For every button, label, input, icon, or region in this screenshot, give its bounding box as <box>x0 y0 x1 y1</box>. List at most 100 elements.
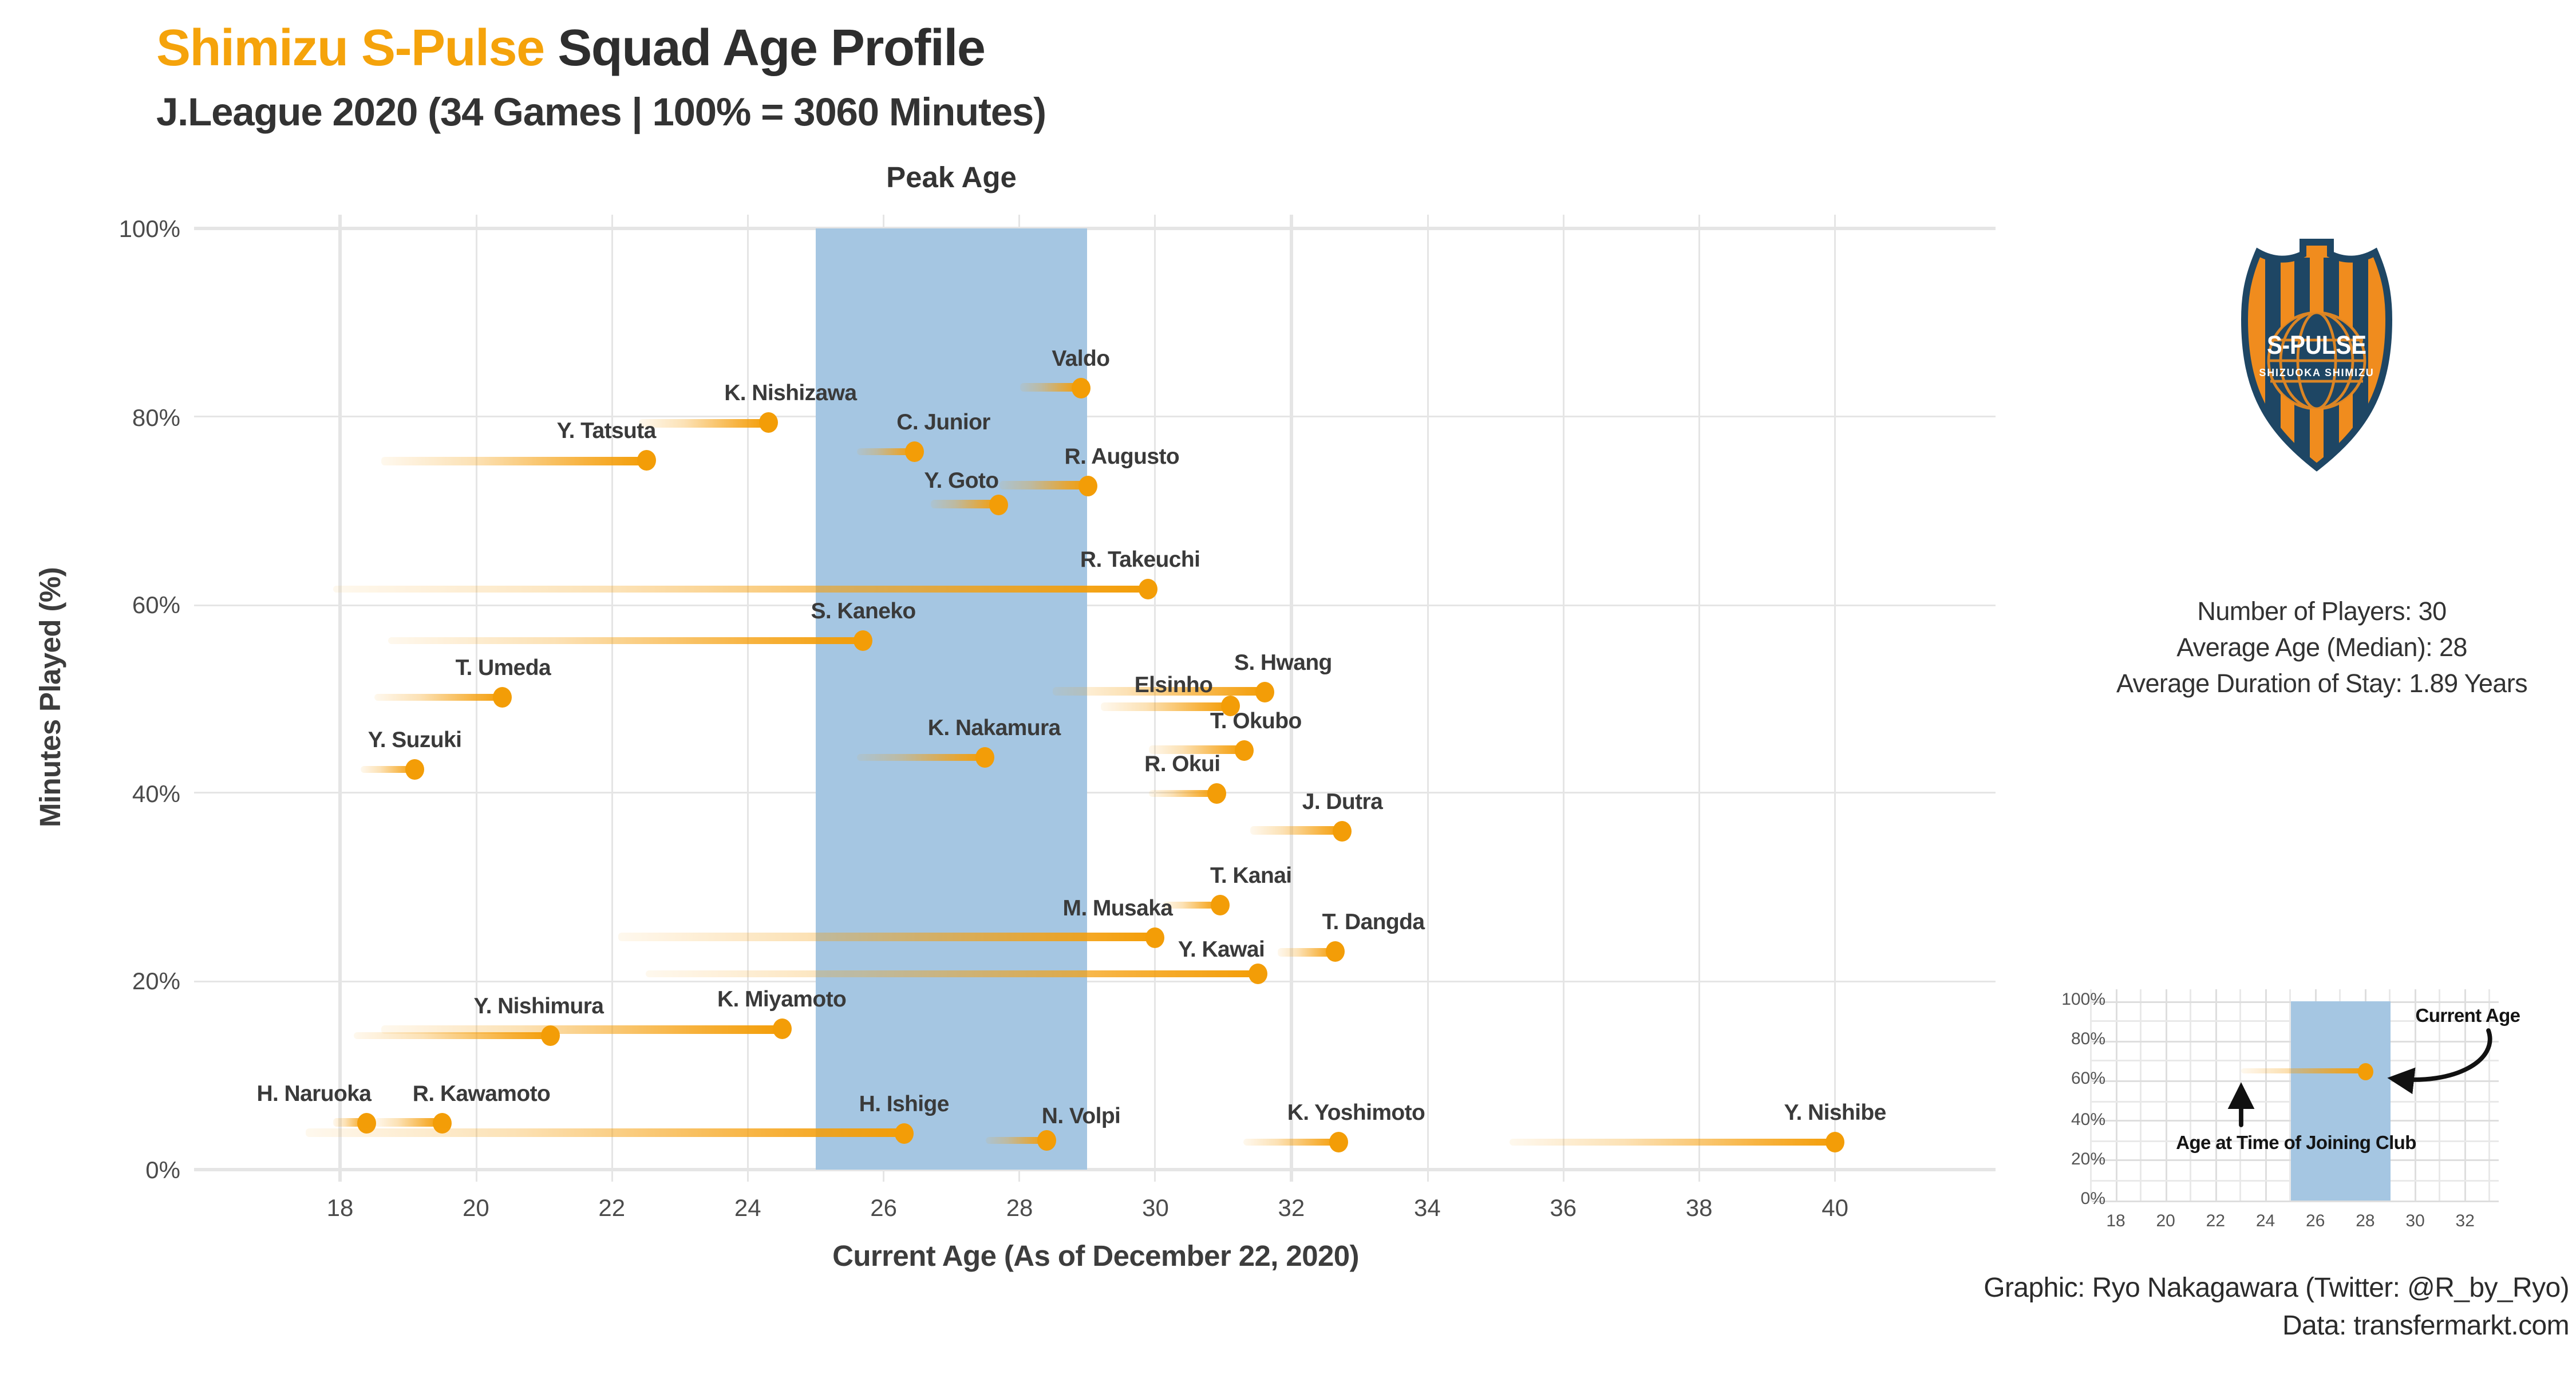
page-title: Shimizu S-Pulse Squad Age Profile <box>156 21 986 79</box>
player-dot <box>493 686 513 708</box>
legend-y-tick-label: 40% <box>2071 1110 2105 1130</box>
x-axis-tick-label: 38 <box>1685 1194 1713 1221</box>
y-gridline <box>194 227 1996 230</box>
credit-graphic-author: Graphic: Ryo Nakagawara (Twitter: @R_by_… <box>1984 1274 2569 1304</box>
player-label: Y. Kawai <box>1178 936 1265 962</box>
player-dot <box>1826 1132 1845 1153</box>
x-axis-tick-label: 40 <box>1822 1194 1848 1221</box>
player-tail <box>381 1025 782 1033</box>
player-dot <box>1234 739 1254 760</box>
player-label: H. Ishige <box>859 1089 950 1116</box>
legend-example-dot <box>2357 1062 2373 1080</box>
credits: Graphic: Ryo Nakagawara (Twitter: @R_by_… <box>1984 1271 2569 1345</box>
crest-city-name: SHIZUOKA SHIMIZU <box>2259 367 2374 378</box>
player-tail <box>374 1118 442 1127</box>
player-label: K. Yoshimoto <box>1287 1099 1425 1126</box>
player-dot <box>1139 578 1159 599</box>
legend-x-tick-label: 30 <box>2405 1213 2425 1231</box>
player-tail <box>646 970 1258 978</box>
player-label: R. Takeuchi <box>1080 546 1200 572</box>
x-gridline <box>339 215 341 1182</box>
x-axis-tick-label: 20 <box>463 1194 489 1221</box>
legend-x-gridline <box>2089 989 2092 1201</box>
player-label: N. Volpi <box>1041 1103 1121 1128</box>
legend-x-tick-label: 22 <box>2206 1213 2226 1231</box>
stat-average-duration: Average Duration of Stay: 1.89 Years <box>2116 670 2528 699</box>
player-tail <box>306 1128 904 1137</box>
player-label: T. Okubo <box>1210 706 1302 733</box>
player-tail <box>1148 745 1244 754</box>
player-label: Y. Nishimura <box>473 993 605 1019</box>
player-dot <box>1207 783 1226 804</box>
legend-x-gridline <box>2464 989 2466 1201</box>
squad-stats: Number of Players: 30 Average Age (Media… <box>2116 594 2528 702</box>
player-dot <box>976 747 995 768</box>
legend-x-tick-label: 26 <box>2306 1213 2325 1231</box>
player-tail <box>360 765 415 774</box>
legend-x-gridline <box>2164 989 2167 1201</box>
legend-x-tick-label: 18 <box>2106 1213 2125 1231</box>
player-dot <box>1071 377 1091 398</box>
player-label: R. Kawamoto <box>412 1079 551 1105</box>
x-axis-tick-label: 26 <box>870 1194 898 1221</box>
credit-data-source: Data: transfermarkt.com <box>2282 1311 2570 1341</box>
player-tail <box>1243 1138 1339 1147</box>
page-subtitle: J.League 2020 (34 Games | 100% = 3060 Mi… <box>156 89 1046 134</box>
legend-x-gridline <box>2140 989 2142 1201</box>
player-label: K. Miyamoto <box>717 986 847 1013</box>
x-axis-tick-label: 18 <box>326 1194 354 1221</box>
player-tail <box>1148 789 1217 797</box>
legend-x-gridline <box>2115 989 2117 1201</box>
legend-x-gridline <box>2414 989 2416 1201</box>
x-gridline <box>1698 215 1700 1182</box>
player-dot <box>636 451 655 472</box>
x-gridline <box>1426 215 1429 1182</box>
legend-x-tick-label: 24 <box>2255 1213 2275 1231</box>
player-label: Valdo <box>1052 344 1110 370</box>
x-axis-tick-label: 24 <box>734 1194 761 1221</box>
player-label: T. Dangda <box>1322 909 1425 935</box>
player-tail <box>381 457 646 465</box>
legend-x-gridline <box>2489 989 2491 1201</box>
legend-y-tick-label: 20% <box>2071 1150 2105 1170</box>
player-label: K. Nishizawa <box>724 380 857 406</box>
x-axis-title: Current Age (As of December 22, 2020) <box>832 1240 1359 1273</box>
player-tail <box>374 693 503 701</box>
x-axis-tick-label: 34 <box>1413 1194 1441 1221</box>
player-tail <box>985 1136 1047 1144</box>
player-label: Y. Goto <box>924 466 999 492</box>
player-label: S. Kaneko <box>811 598 916 624</box>
player-dot <box>1333 820 1352 842</box>
x-gridline <box>1154 215 1157 1182</box>
player-tail <box>1250 827 1342 835</box>
legend-y-tick-label: 100% <box>2061 991 2105 1010</box>
legend-x-tick-label: 28 <box>2356 1213 2375 1231</box>
y-axis-tick-label: 40% <box>132 779 180 807</box>
player-dot <box>772 1019 792 1040</box>
legend-y-gridline <box>2092 1199 2499 1202</box>
player-dot <box>1210 895 1230 915</box>
stat-average-age: Average Age (Median): 28 <box>2176 634 2467 663</box>
y-gridline <box>194 792 1996 795</box>
player-dot <box>1329 1132 1349 1153</box>
player-tail <box>1162 901 1220 909</box>
player-tail <box>333 585 1149 593</box>
player-tail <box>1278 948 1336 957</box>
player-dot <box>1037 1130 1057 1151</box>
peak-age-label: Peak Age <box>886 161 1017 194</box>
player-label: R. Augusto <box>1064 442 1180 468</box>
x-gridline <box>1290 215 1293 1182</box>
player-dot <box>1220 696 1240 717</box>
player-dot <box>1145 926 1165 947</box>
y-gridline <box>194 1168 1996 1171</box>
x-gridline <box>746 215 749 1182</box>
player-label: Y. Tatsuta <box>556 418 657 444</box>
y-axis-tick-label: 100% <box>118 215 180 242</box>
legend-x-gridline <box>2190 989 2192 1201</box>
player-dot <box>405 759 425 780</box>
player-label: K. Nakamura <box>927 714 1061 740</box>
y-axis-tick-label: 60% <box>132 591 180 619</box>
crest-club-name: S-PULSE <box>2267 330 2366 360</box>
